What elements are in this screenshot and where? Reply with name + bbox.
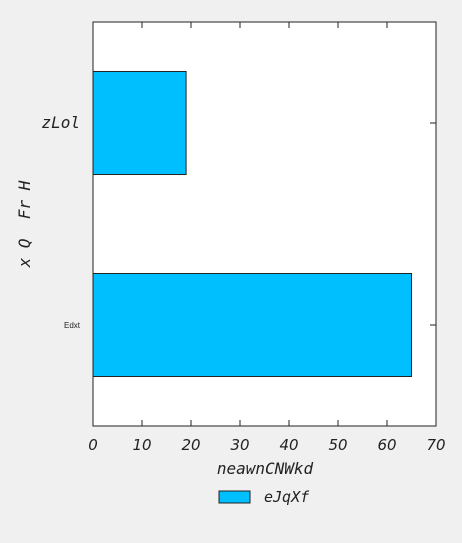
x-tick-label: 50 (328, 436, 347, 454)
legend-label: eJqXf (264, 488, 310, 506)
bar-Edxt (92, 272, 412, 378)
legend: eJqXf (218, 488, 310, 506)
y-axis-title: x Q Fr H (15, 180, 34, 268)
bar-zLol (92, 70, 187, 176)
x-tick-label: 30 (230, 436, 249, 454)
x-tick-label: 60 (377, 436, 396, 454)
x-tick-label: 20 (181, 436, 200, 454)
tick-labels: 0 10 20 30 40 50 60 70 Edxt zLol (41, 113, 445, 454)
x-axis-title: neawnCNWkd (217, 459, 314, 478)
y-tick-label: Edxt (64, 321, 81, 330)
x-tick-label: 70 (426, 436, 445, 454)
bars (92, 70, 412, 378)
x-tick-label: 10 (132, 436, 151, 454)
y-tick-label: zLol (41, 113, 80, 132)
legend-swatch (218, 490, 251, 504)
x-tick-label: 40 (279, 436, 298, 454)
x-tick-label: 0 (88, 436, 98, 454)
